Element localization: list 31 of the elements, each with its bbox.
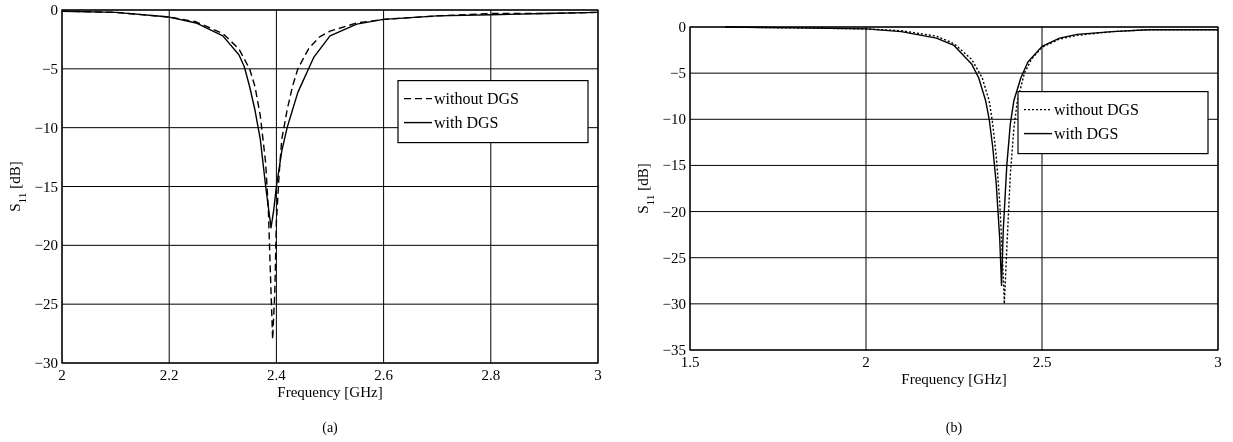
y-tick-label: −10 bbox=[34, 119, 58, 136]
x-tick-label: 2.2 bbox=[159, 367, 179, 383]
y-tick-label: −30 bbox=[34, 355, 58, 371]
x-tick-label: 2.6 bbox=[374, 367, 394, 383]
legend-label: without DGS bbox=[1054, 100, 1139, 118]
y-tick-label: −30 bbox=[662, 295, 686, 312]
x-tick-label: 2 bbox=[58, 367, 66, 383]
y-tick-label: −25 bbox=[34, 296, 58, 313]
x-axis-title: Frequency [GHz] bbox=[901, 371, 1007, 387]
y-tick-label: 0 bbox=[50, 2, 58, 18]
y-tick-label: −15 bbox=[662, 157, 686, 174]
x-tick-label: 3 bbox=[1214, 354, 1222, 370]
y-tick-label: −25 bbox=[662, 249, 686, 266]
x-tick-label: 2 bbox=[862, 354, 870, 370]
y-tick-label: −5 bbox=[670, 65, 686, 82]
x-tick-label: 3 bbox=[594, 367, 602, 383]
legend-label: with DGS bbox=[1054, 124, 1119, 142]
text: (b) bbox=[945, 420, 963, 436]
y-tick-label: −20 bbox=[34, 237, 58, 254]
legend-label: without DGS bbox=[434, 89, 519, 107]
x-axis-title: Frequency [GHz] bbox=[277, 384, 383, 400]
y-tick-label: −20 bbox=[662, 203, 686, 220]
x-tick-label: 2.5 bbox=[1032, 354, 1052, 370]
text: (a) bbox=[322, 420, 339, 436]
legend-label: with DGS bbox=[434, 113, 499, 131]
y-tick-label: −10 bbox=[662, 111, 686, 128]
x-tick-label: 2.4 bbox=[267, 367, 287, 383]
y-tick-label: −5 bbox=[42, 60, 58, 77]
y-tick-label: 0 bbox=[678, 19, 686, 35]
y-tick-label: −15 bbox=[34, 178, 58, 195]
x-tick-label: 2.8 bbox=[481, 367, 501, 383]
